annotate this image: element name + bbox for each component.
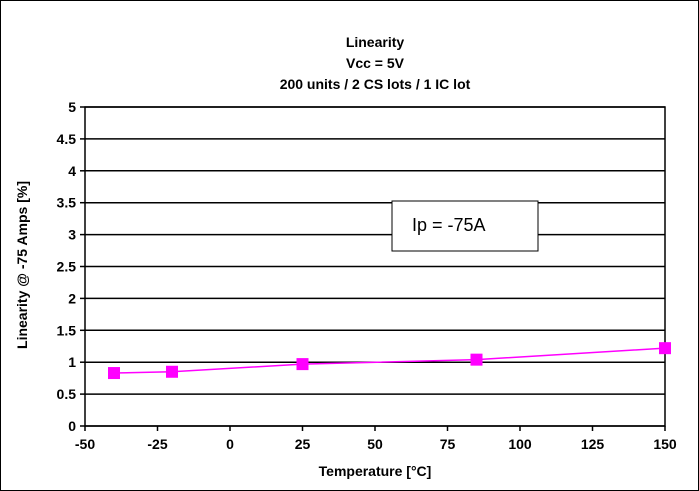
data-point-marker — [166, 365, 178, 378]
series-group — [108, 342, 671, 380]
annotation-text: Ip = -75A — [412, 215, 486, 235]
y-tick-label: 4.5 — [57, 131, 77, 147]
y-axis-ticks: 0 0.5 1 1.5 2 2.5 3 3.5 4 4.5 5 — [57, 99, 85, 434]
y-tick-label: 0 — [68, 418, 76, 434]
y-tick-label: 2 — [68, 290, 76, 306]
x-tick-label: -50 — [75, 436, 95, 452]
y-tick-label: 3.5 — [57, 195, 77, 211]
data-point-marker — [470, 353, 483, 366]
x-tick-label: 150 — [653, 436, 677, 452]
x-axis-label: Temperature [°C] — [319, 463, 432, 479]
y-tick-label: 1 — [68, 354, 76, 370]
chart-title: Linearity Vcc = 5V 200 units / 2 CS lots… — [280, 34, 471, 92]
data-point-marker — [108, 367, 120, 380]
title-line-2: Vcc = 5V — [346, 55, 405, 71]
data-point-marker — [296, 358, 309, 371]
gridlines — [85, 106, 665, 427]
series-line — [113, 347, 666, 374]
title-line-1: Linearity — [346, 34, 405, 50]
y-tick-label: 2.5 — [57, 259, 77, 275]
x-tick-label: 125 — [581, 436, 605, 452]
x-tick-label: 75 — [440, 436, 456, 452]
y-tick-label: 1.5 — [57, 322, 77, 338]
y-tick-label: 5 — [68, 99, 76, 115]
x-tick-label: -25 — [147, 436, 167, 452]
x-axis-ticks: -50 -25 0 25 50 75 100 125 150 — [75, 426, 677, 452]
x-tick-label: 50 — [367, 436, 383, 452]
y-tick-label: 4 — [68, 163, 76, 179]
data-point-marker — [659, 342, 671, 355]
title-line-3: 200 units / 2 CS lots / 1 IC lot — [280, 76, 471, 92]
y-axis-label: Linearity @ -75 Amps [%] — [14, 181, 30, 349]
x-tick-label: 25 — [295, 436, 311, 452]
y-tick-label: 3 — [68, 227, 76, 243]
annotation-box: Ip = -75A — [391, 200, 539, 252]
y-tick-label: 0.5 — [57, 386, 77, 402]
x-tick-label: 100 — [508, 436, 532, 452]
x-tick-label: 0 — [226, 436, 234, 452]
